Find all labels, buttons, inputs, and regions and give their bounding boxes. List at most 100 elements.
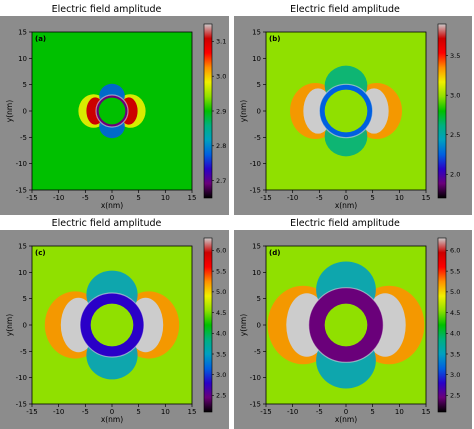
panel-title: Electric field amplitude — [290, 218, 400, 229]
colorbar-tick-label: 2.7 — [216, 177, 226, 185]
colorbar-tick-label: 5.5 — [216, 267, 226, 275]
x-tick-label: -15 — [26, 408, 37, 416]
y-axis-label: y(nm) — [5, 314, 14, 336]
x-axis-label: x(nm) — [335, 415, 357, 424]
x-tick-label: 5 — [370, 408, 374, 416]
y-tick-label: 5 — [257, 295, 261, 303]
panel-title: Electric field amplitude — [52, 4, 162, 15]
colorbar-tick-label: 4.5 — [216, 309, 226, 317]
panel-d: Electric field amplitude (d) -15 -10 -5 0 5 10 1… — [234, 218, 472, 429]
y-axis-label: y(nm) — [239, 100, 248, 122]
y-tick-label: -5 — [254, 348, 261, 356]
x-tick-label: -5 — [316, 408, 323, 416]
colorbar-tick-label: 6.0 — [450, 247, 460, 255]
x-tick-label: 15 — [188, 194, 197, 202]
y-tick-label: 0 — [23, 108, 27, 116]
y-tick-label: -10 — [250, 374, 261, 382]
x-tick-label: 5 — [136, 194, 140, 202]
y-tick-label: 15 — [18, 29, 27, 37]
y-tick-label: 10 — [18, 269, 27, 277]
x-tick-label: 0 — [110, 408, 114, 416]
y-tick-label: -15 — [16, 401, 27, 409]
heatmap — [32, 246, 192, 404]
colorbar-tick-label: 2.8 — [216, 142, 226, 150]
colorbar-tick-label: 3.5 — [450, 350, 460, 358]
y-tick-label: -10 — [16, 160, 27, 168]
colorbar-tick-label: 6.0 — [216, 247, 226, 255]
x-tick-label: 5 — [370, 194, 374, 202]
x-tick-label: -10 — [287, 408, 298, 416]
y-tick-label: 5 — [257, 81, 261, 89]
heatmap — [266, 32, 426, 190]
x-tick-label: 10 — [161, 408, 170, 416]
x-tick-label: -10 — [53, 194, 64, 202]
colorbar-tick-label: 2.9 — [216, 107, 226, 115]
colorbar — [437, 23, 447, 199]
panel-title: Electric field amplitude — [290, 4, 400, 15]
x-tick-label: -10 — [287, 194, 298, 202]
colorbar-tick-label: 4.5 — [450, 309, 460, 317]
y-tick-label: 0 — [257, 322, 261, 330]
x-tick-label: -15 — [26, 194, 37, 202]
y-tick-label: 5 — [23, 81, 27, 89]
y-tick-label: 0 — [257, 108, 261, 116]
colorbar-tick-label: 2.5 — [216, 392, 226, 400]
x-tick-label: 10 — [161, 194, 170, 202]
panel-label: (a) — [35, 35, 46, 43]
x-tick-label: 0 — [344, 408, 348, 416]
y-tick-label: -5 — [254, 134, 261, 142]
y-tick-label: -10 — [250, 160, 261, 168]
y-tick-label: -15 — [250, 187, 261, 195]
y-tick-label: 10 — [252, 55, 261, 63]
heatmap — [266, 246, 426, 404]
shell-edge — [308, 287, 384, 363]
y-tick-label: 0 — [23, 322, 27, 330]
colorbar-tick-label: 2.5 — [450, 131, 460, 139]
colorbar-tick-label: 2.5 — [450, 392, 460, 400]
panel-label: (c) — [35, 249, 46, 257]
panel-title: Electric field amplitude — [52, 218, 162, 229]
colorbar-tick-label: 3.0 — [450, 371, 460, 379]
y-tick-label: -10 — [16, 374, 27, 382]
x-tick-label: 10 — [395, 408, 404, 416]
x-tick-label: -5 — [82, 194, 89, 202]
core — [324, 303, 368, 347]
y-tick-label: -5 — [20, 134, 27, 142]
colorbar — [203, 23, 213, 199]
colorbar-tick-label: 5.0 — [216, 288, 226, 296]
panel-label: (b) — [269, 35, 280, 43]
colorbar-tick-label: 3.0 — [216, 73, 226, 81]
x-tick-label: 0 — [344, 194, 348, 202]
x-tick-label: 5 — [136, 408, 140, 416]
y-tick-label: -15 — [16, 187, 27, 195]
shell-edge — [318, 83, 374, 139]
shell-edge — [95, 94, 129, 128]
y-tick-label: 15 — [252, 243, 261, 251]
y-tick-label: 5 — [23, 295, 27, 303]
x-tick-label: 15 — [422, 408, 431, 416]
y-tick-label: 15 — [252, 29, 261, 37]
colorbar-tick-label: 3.0 — [450, 91, 460, 99]
y-tick-label: -15 — [250, 401, 261, 409]
x-tick-label: 15 — [188, 408, 197, 416]
x-tick-label: 10 — [395, 194, 404, 202]
shell-edge — [79, 292, 145, 358]
colorbar-tick-label: 3.5 — [450, 52, 460, 60]
x-axis-label: x(nm) — [101, 201, 123, 210]
y-tick-label: 10 — [252, 269, 261, 277]
y-tick-label: 15 — [18, 243, 27, 251]
colorbar-tick-label: 3.5 — [216, 350, 226, 358]
colorbar — [437, 237, 447, 413]
x-tick-label: -5 — [316, 194, 323, 202]
core — [98, 97, 126, 125]
core — [90, 303, 134, 347]
colorbar-tick-label: 4.0 — [450, 330, 460, 338]
y-axis-label: y(nm) — [5, 100, 14, 122]
x-axis-label: x(nm) — [101, 415, 123, 424]
heatmap — [32, 32, 192, 190]
x-tick-label: -10 — [53, 408, 64, 416]
panel-a: Electric field amplitude (a) -15 -10 -5 0 5 10 1… — [0, 4, 229, 215]
colorbar-tick-label: 3.0 — [216, 371, 226, 379]
panel-label: (d) — [269, 249, 280, 257]
